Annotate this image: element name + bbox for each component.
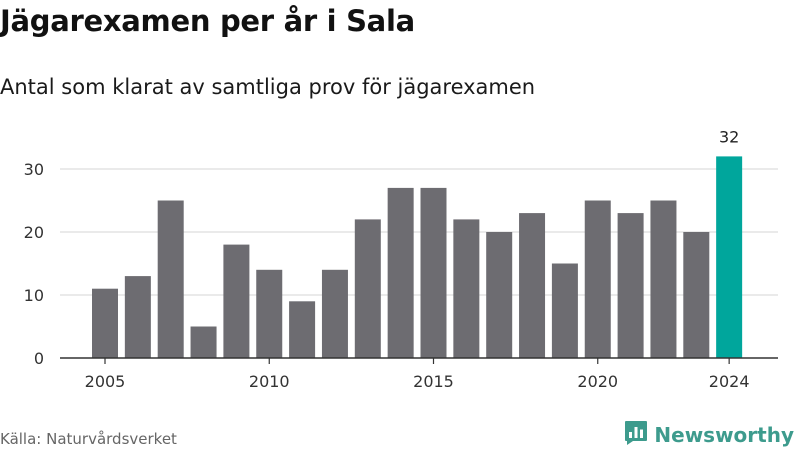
bar: [387, 187, 414, 358]
bar: [289, 301, 316, 358]
bar: [584, 200, 611, 358]
data-label: 32: [719, 127, 739, 146]
bar: [420, 187, 447, 358]
newsworthy-logo-icon: [624, 420, 648, 450]
bar: [190, 326, 217, 358]
chart-subtitle: Antal som klarat av samtliga prov för jä…: [0, 75, 536, 99]
source-note: Källa: Naturvårdsverket: [0, 430, 177, 448]
bar: [354, 219, 381, 358]
x-tick-label: 2010: [249, 372, 290, 391]
bar: [92, 288, 118, 358]
x-tick-label: 2020: [577, 372, 618, 391]
y-tick-label: 20: [24, 223, 44, 242]
bar: [321, 269, 348, 358]
bar: [519, 213, 546, 358]
brand-name: Newsworthy: [654, 423, 794, 447]
bar: [617, 213, 644, 358]
bar: [157, 200, 184, 358]
x-tick-label: 2005: [85, 372, 126, 391]
y-tick-label: 30: [24, 160, 44, 179]
bar: [453, 219, 480, 358]
bar: [486, 232, 513, 358]
axes: [60, 357, 778, 364]
y-tick-label: 0: [34, 349, 44, 368]
bar: [650, 200, 677, 358]
x-tick-label: 2024: [709, 372, 750, 391]
bars: [92, 156, 743, 358]
bar: [716, 156, 743, 358]
chart-title: Jägarexamen per år i Sala: [0, 4, 415, 38]
labels: 0 10 20 30 2005 2010 2015 2020 2024 32: [24, 127, 750, 391]
bar: [683, 232, 710, 358]
bar: [256, 269, 283, 358]
y-tick-label: 10: [24, 286, 44, 305]
bar: [124, 276, 151, 358]
bar: [551, 263, 578, 358]
x-tick-label: 2015: [413, 372, 454, 391]
brand-logo[interactable]: Newsworthy: [624, 420, 794, 450]
bar: [223, 244, 250, 358]
